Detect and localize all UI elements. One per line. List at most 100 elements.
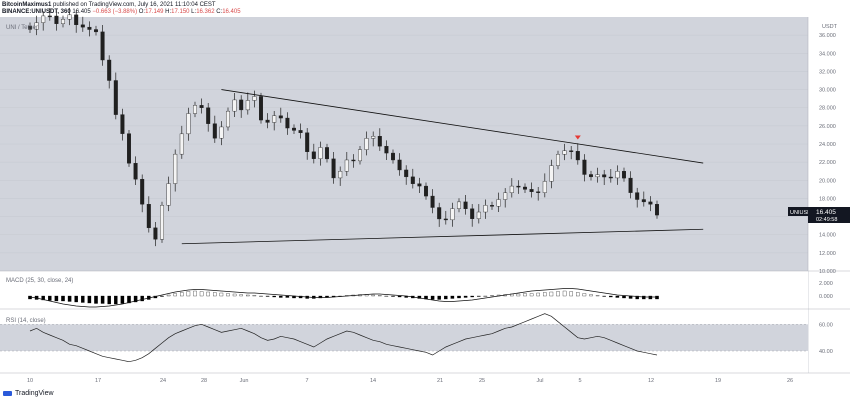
macd-bar — [133, 295, 138, 303]
candle-body — [325, 147, 330, 160]
macd-series — [28, 288, 659, 308]
macd-bar — [536, 292, 540, 297]
trendlines[interactable] — [181, 89, 704, 245]
tradingview-icon — [3, 391, 12, 396]
countdown-tag: 02:49:58 — [816, 217, 837, 223]
macd-bar — [166, 294, 171, 297]
candle-body — [595, 174, 600, 178]
macd-bar — [615, 295, 620, 298]
price-tick-label: 18.000 — [819, 196, 836, 202]
candle-body — [331, 158, 336, 179]
descending-resistance-line[interactable] — [221, 89, 704, 164]
macd-bar — [193, 290, 197, 297]
price-axis-bg — [808, 17, 850, 271]
price-change: −0.663 (−3.88%) — [92, 9, 138, 15]
candle-body — [635, 192, 640, 200]
candle-body — [351, 159, 356, 162]
candle-body — [490, 205, 495, 207]
macd-bar — [100, 295, 105, 304]
candle-body — [28, 25, 33, 30]
candle-body — [259, 96, 264, 121]
price-tick-label: 28.000 — [819, 106, 836, 112]
high-label: H: — [165, 9, 172, 15]
candle-body — [113, 80, 118, 115]
price-pane[interactable]: UNI / Tether — [0, 7, 808, 272]
macd-bar — [318, 295, 323, 299]
ascending-support-line[interactable] — [181, 228, 704, 245]
candle-body — [404, 169, 409, 178]
publish-text: published on TradingView.com, July 16, 2… — [51, 2, 216, 8]
tradingview-logo[interactable]: TradingView — [3, 390, 54, 397]
macd-label: MACD (25, 30, close, 24) — [6, 278, 73, 284]
rsi-pane[interactable]: RSI (14, close) 60.00 40.00 — [0, 308, 850, 373]
macd-bar — [173, 293, 177, 297]
candle-body — [470, 208, 475, 219]
macd-bar — [114, 295, 118, 305]
macd-bar — [516, 293, 521, 297]
candle-body — [443, 218, 448, 221]
macd-bar — [576, 292, 580, 297]
candle-body — [529, 189, 534, 192]
macd-bar — [252, 295, 257, 297]
macd-bar — [602, 295, 606, 297]
price-tick-label: 20.000 — [819, 178, 836, 184]
candle-body — [582, 159, 587, 175]
candle-body — [292, 127, 297, 131]
candle-body — [133, 163, 138, 180]
candle-body — [67, 14, 72, 20]
candle-body — [523, 186, 528, 190]
macd-bar — [562, 290, 567, 297]
candle-body — [622, 171, 627, 179]
candle-body — [166, 183, 171, 206]
candle-body — [245, 100, 250, 111]
macd-bar — [642, 295, 646, 300]
candle-body — [463, 201, 468, 209]
macd-bar — [74, 295, 78, 303]
price-tick-label: 22.000 — [819, 160, 836, 166]
tradingview-brand: TradingView — [15, 390, 54, 397]
price-axis[interactable]: USDT 36.000 34.000 32.000 30.000 28.000 26.00… — [788, 17, 850, 385]
macd-signal-line — [29, 288, 657, 308]
candle-body — [107, 59, 112, 81]
candle-body — [542, 181, 547, 193]
candle-body — [615, 171, 620, 179]
candle-body — [298, 130, 303, 133]
candle-body — [424, 185, 429, 197]
candle-body — [503, 192, 508, 200]
author-name[interactable]: BitcoinMaximus1 — [2, 2, 52, 8]
candle-body — [285, 117, 290, 129]
candle-body — [562, 150, 567, 155]
time-tick-label: 26 — [787, 378, 793, 384]
candle-body — [186, 113, 191, 135]
candle-body — [608, 176, 613, 179]
candle-body — [602, 174, 607, 178]
time-axis[interactable]: 10 17 24 28 Jun 7 14 21 25 Jul 5 12 19 26 — [0, 372, 850, 385]
price-tick-label: 12.000 — [819, 251, 836, 257]
macd-pane[interactable]: MACD (25, 30, close, 24) 2.000 0.000 — [0, 270, 850, 309]
last-price-tag: 16.405 — [816, 209, 836, 216]
macd-bar — [81, 295, 85, 303]
candle-body — [41, 15, 46, 23]
currency-label: USDT — [822, 24, 838, 30]
time-tick-label: 28 — [201, 378, 207, 384]
macd-bar — [529, 293, 534, 297]
time-tick-label: Jul — [536, 378, 543, 384]
low-value: 16.362 — [196, 9, 215, 15]
candle-body — [450, 208, 455, 221]
symbol-tag-box — [788, 207, 808, 216]
candle-body — [417, 183, 422, 187]
candle-body — [179, 133, 184, 155]
candle-body — [278, 115, 283, 119]
candle-body — [252, 96, 257, 101]
macd-bar — [391, 295, 395, 297]
candle-body — [569, 150, 574, 152]
candle-body — [318, 147, 323, 159]
price-tag: UNIUSDT 16.405 02:49:58 — [788, 207, 850, 223]
price-tick-label: 14.000 — [819, 233, 836, 239]
macd-bar — [483, 295, 488, 297]
macd-bar — [127, 295, 131, 304]
macd-bar — [371, 294, 375, 297]
macd-bar — [477, 295, 481, 297]
macd-bar — [239, 294, 243, 297]
